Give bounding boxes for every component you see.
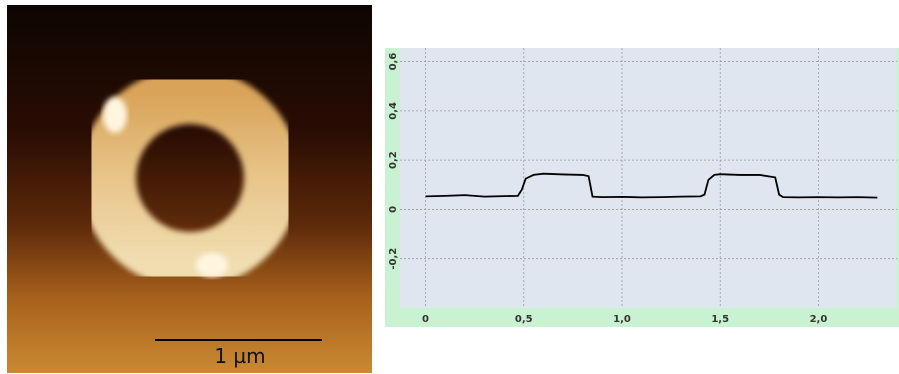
x-tick-label: 1,0 — [613, 314, 631, 325]
y-tick-label: 0,2 — [388, 151, 399, 169]
x-tick-label: 0 — [422, 314, 429, 325]
x-tick-label: 1,5 — [711, 314, 729, 325]
ring — [80, 68, 300, 288]
x-tick-label: 2,0 — [810, 314, 828, 325]
bright-spot — [196, 253, 228, 277]
afm-image: 1 µm — [7, 5, 372, 373]
x-tick-label: 0,5 — [515, 314, 533, 325]
scale-label: 1 µm — [214, 344, 265, 368]
chart: 0 0,5 1,0 1,5 2,0 -0,2 0 0,2 0,4 0,6 — [388, 48, 897, 325]
y-tick-label: -0,2 — [388, 248, 399, 270]
y-tick-label: 0,6 — [388, 53, 399, 71]
profile-line — [425, 172, 878, 199]
y-tick-label: 0 — [388, 206, 399, 213]
image-background — [7, 5, 372, 373]
y-tick-label: 0,4 — [388, 102, 399, 120]
bright-spot — [103, 97, 127, 133]
plot-area — [400, 48, 897, 308]
